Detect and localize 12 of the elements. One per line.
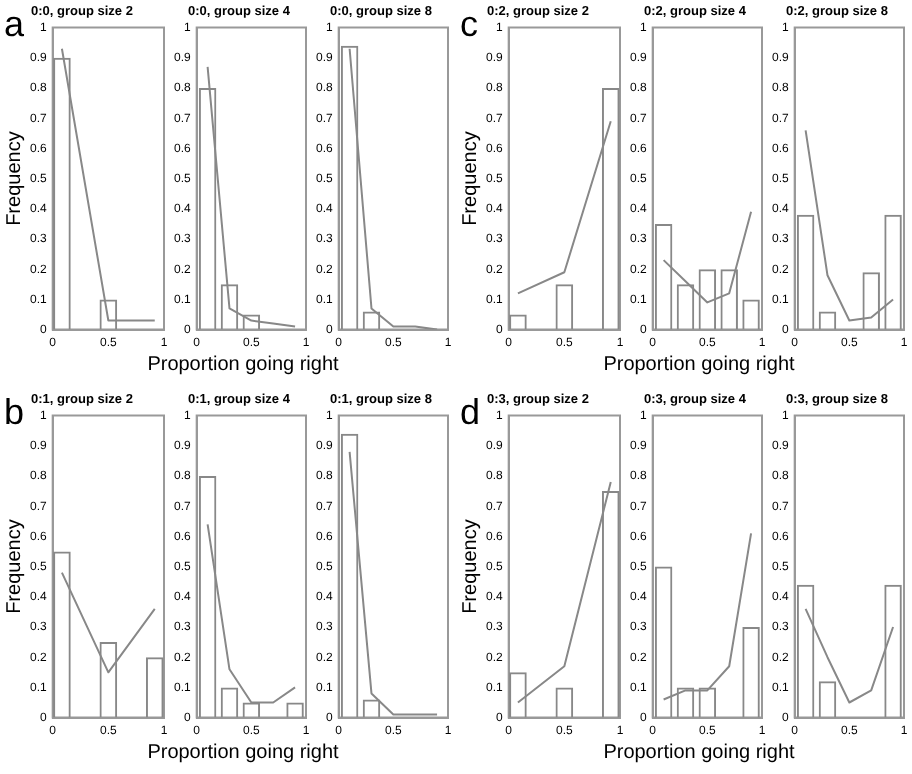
text: b	[4, 391, 25, 432]
text: d	[460, 391, 481, 432]
y-axis-title: Frequency	[459, 519, 482, 614]
x-axis-title: Proportion going right	[601, 740, 797, 768]
text: a	[4, 3, 26, 44]
y-axis-title: Frequency	[3, 519, 26, 614]
text: c	[460, 3, 478, 44]
x-axis-title: Proportion going right	[601, 352, 797, 380]
y-axis-title: Frequency	[459, 131, 482, 226]
y-axis-title: Frequency	[3, 131, 26, 226]
x-axis-title: Proportion going right	[145, 740, 341, 768]
x-axis-title: Proportion going right	[145, 352, 341, 380]
